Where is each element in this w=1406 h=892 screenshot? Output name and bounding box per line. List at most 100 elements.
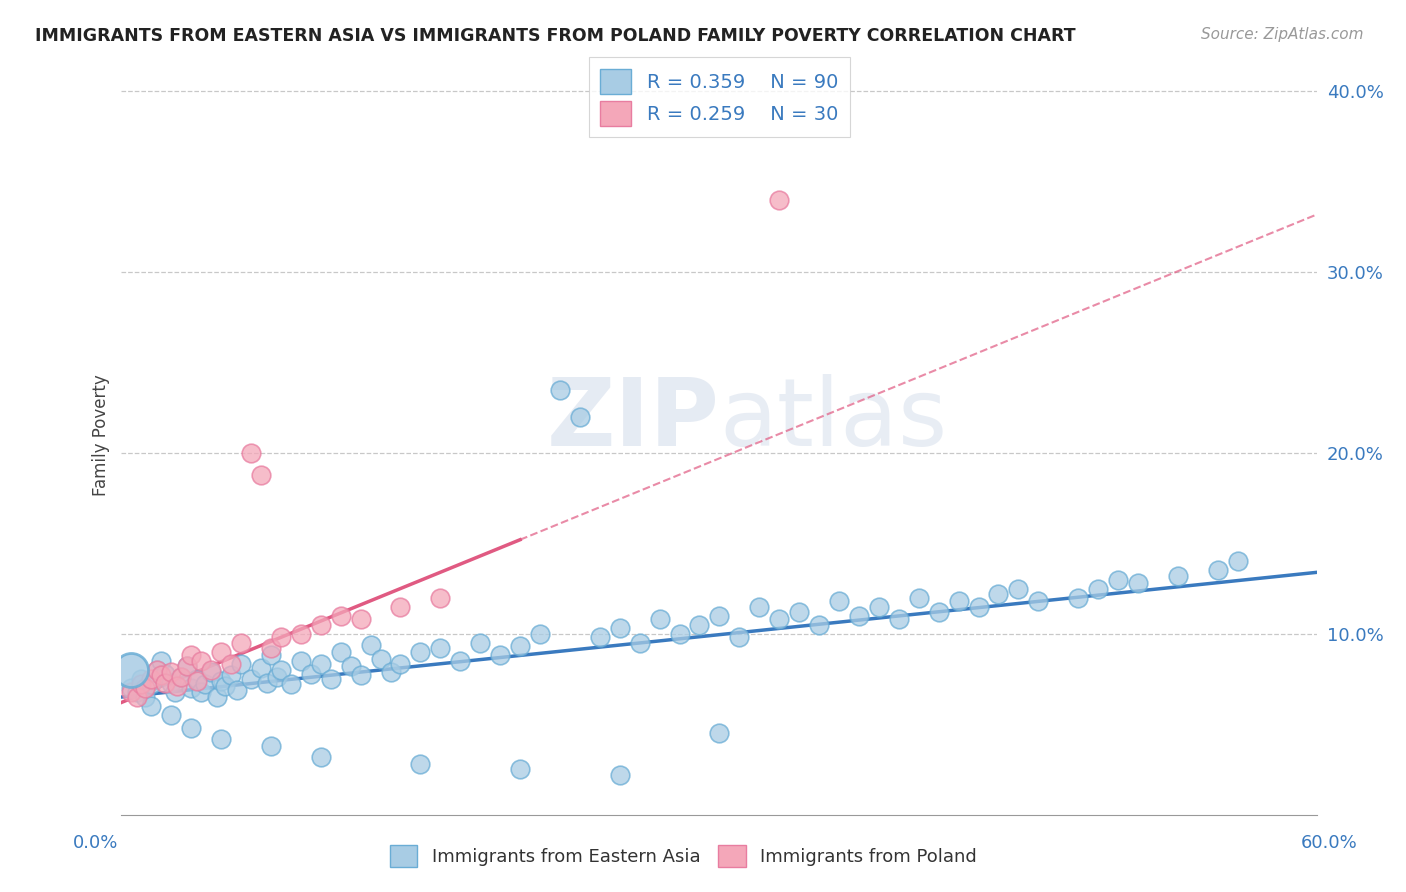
Point [948, 594, 970, 608]
Point [987, 587, 1010, 601]
Point [214, 679, 236, 693]
Point [186, 673, 208, 688]
Point [1026, 594, 1049, 608]
Point [329, 608, 352, 623]
Point [928, 605, 950, 619]
Point [470, 636, 492, 650]
Point [509, 640, 531, 654]
Text: 0.0%: 0.0% [73, 834, 118, 852]
Point [389, 599, 412, 614]
Point [429, 591, 451, 605]
Point [1226, 554, 1249, 568]
Point [209, 645, 232, 659]
Point [709, 608, 731, 623]
Point [290, 654, 312, 668]
Point [1167, 569, 1189, 583]
Point [141, 672, 163, 686]
Point [907, 591, 929, 605]
Point [489, 648, 512, 663]
Point [256, 675, 278, 690]
Point [299, 666, 322, 681]
Point [240, 446, 263, 460]
Point [170, 670, 193, 684]
Text: ZIP: ZIP [547, 374, 720, 466]
Point [146, 663, 169, 677]
Point [240, 672, 263, 686]
Point [219, 668, 242, 682]
Point [229, 657, 252, 672]
Point [609, 621, 631, 635]
Point [768, 612, 790, 626]
Point [180, 721, 202, 735]
Point [250, 467, 273, 482]
Point [131, 677, 153, 691]
Point [266, 670, 288, 684]
Text: 60.0%: 60.0% [1301, 834, 1357, 852]
Point [134, 690, 156, 704]
Point [229, 636, 252, 650]
Point [887, 612, 910, 626]
Legend: R = 0.359    N = 90, R = 0.259    N = 30: R = 0.359 N = 90, R = 0.259 N = 30 [589, 57, 851, 137]
Point [309, 749, 332, 764]
Point [808, 617, 831, 632]
Point [339, 659, 361, 673]
Point [180, 648, 202, 663]
Point [165, 684, 187, 698]
Point [868, 599, 890, 614]
Point [176, 659, 198, 673]
Point [150, 668, 173, 682]
Point [1206, 564, 1229, 578]
Point [155, 666, 177, 681]
Point [160, 675, 183, 690]
Point [768, 193, 790, 207]
Point [648, 612, 671, 626]
Point [176, 659, 198, 673]
Point [509, 763, 531, 777]
Point [270, 663, 292, 677]
Point [160, 665, 183, 679]
Point [409, 756, 432, 771]
Point [160, 708, 183, 723]
Point [589, 631, 612, 645]
Point [429, 641, 451, 656]
Point [166, 679, 188, 693]
Point [309, 657, 332, 672]
Point [190, 684, 212, 698]
Point [226, 682, 249, 697]
Point [1087, 582, 1109, 596]
Point [1126, 576, 1149, 591]
Point [120, 681, 142, 695]
Point [127, 690, 149, 704]
Point [120, 684, 142, 698]
Point [141, 677, 163, 691]
Point [1107, 573, 1129, 587]
Point [194, 677, 217, 691]
Point [529, 626, 551, 640]
Point [141, 699, 163, 714]
Point [609, 768, 631, 782]
Point [205, 690, 228, 704]
Point [568, 409, 591, 424]
Point [548, 383, 571, 397]
Point [170, 670, 193, 684]
Point [250, 661, 273, 675]
Point [260, 641, 283, 656]
Point [155, 675, 177, 690]
Point [370, 652, 392, 666]
Point [380, 665, 402, 679]
Point [200, 665, 222, 679]
Point [1067, 591, 1090, 605]
Point [219, 657, 242, 672]
Point [146, 663, 169, 677]
Point [319, 672, 342, 686]
Point [848, 608, 870, 623]
Point [290, 626, 312, 640]
Point [127, 684, 149, 698]
Point [186, 672, 208, 686]
Point [688, 617, 710, 632]
Point [131, 672, 153, 686]
Point [190, 654, 212, 668]
Point [389, 657, 412, 672]
Point [260, 648, 283, 663]
Text: Source: ZipAtlas.com: Source: ZipAtlas.com [1201, 27, 1364, 42]
